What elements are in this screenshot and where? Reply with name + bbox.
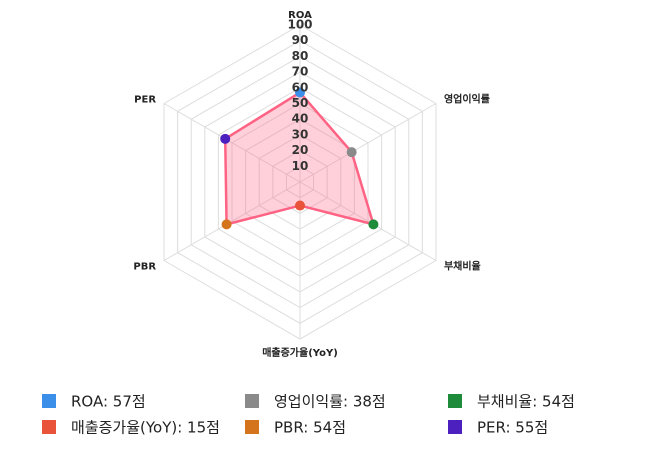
r-tick-label: 100 xyxy=(287,18,312,32)
spoke xyxy=(163,103,301,183)
r-tick-label: 40 xyxy=(292,112,309,126)
legend-swatch xyxy=(42,420,56,434)
legend-label: 부채비율: 54점 xyxy=(477,393,575,411)
legend-label: 매출증가율(YoY): 15점 xyxy=(71,419,220,437)
legend-label: PER: 55점 xyxy=(477,419,548,437)
legend-label: 영업이익률: 38점 xyxy=(274,393,386,411)
legend-swatch xyxy=(245,394,259,408)
category-label: 부채비율 xyxy=(444,260,481,273)
data-point xyxy=(295,200,305,211)
data-point xyxy=(295,87,305,98)
legend-swatch xyxy=(42,394,56,408)
category-label: PBR xyxy=(133,262,156,273)
legend-label: ROA: 57점 xyxy=(71,393,146,411)
category-label: 매출증가율(YoY) xyxy=(262,346,338,359)
legend-swatch xyxy=(448,394,462,408)
spoke xyxy=(163,181,301,261)
r-tick-label: 90 xyxy=(292,33,309,47)
category-label: ROA xyxy=(288,10,312,21)
r-tick-label: 20 xyxy=(292,143,309,157)
legend-label: PBR: 54점 xyxy=(274,419,346,437)
legend-swatch xyxy=(245,420,259,434)
r-tick-label: 80 xyxy=(292,49,309,63)
data-point xyxy=(220,133,231,144)
spoke xyxy=(299,181,437,261)
data-point xyxy=(368,219,379,230)
spoke xyxy=(299,103,437,183)
r-tick-label: 10 xyxy=(292,159,309,173)
r-tick-label: 50 xyxy=(292,96,309,110)
r-tick-label: 70 xyxy=(292,65,309,79)
legend-swatch xyxy=(448,420,462,434)
r-tick-label: 30 xyxy=(292,127,309,141)
category-label: 영업이익률 xyxy=(444,93,490,106)
r-tick-label: 60 xyxy=(292,80,309,94)
category-label: PER xyxy=(134,95,156,106)
data-point xyxy=(346,147,357,158)
data-point xyxy=(221,219,232,230)
